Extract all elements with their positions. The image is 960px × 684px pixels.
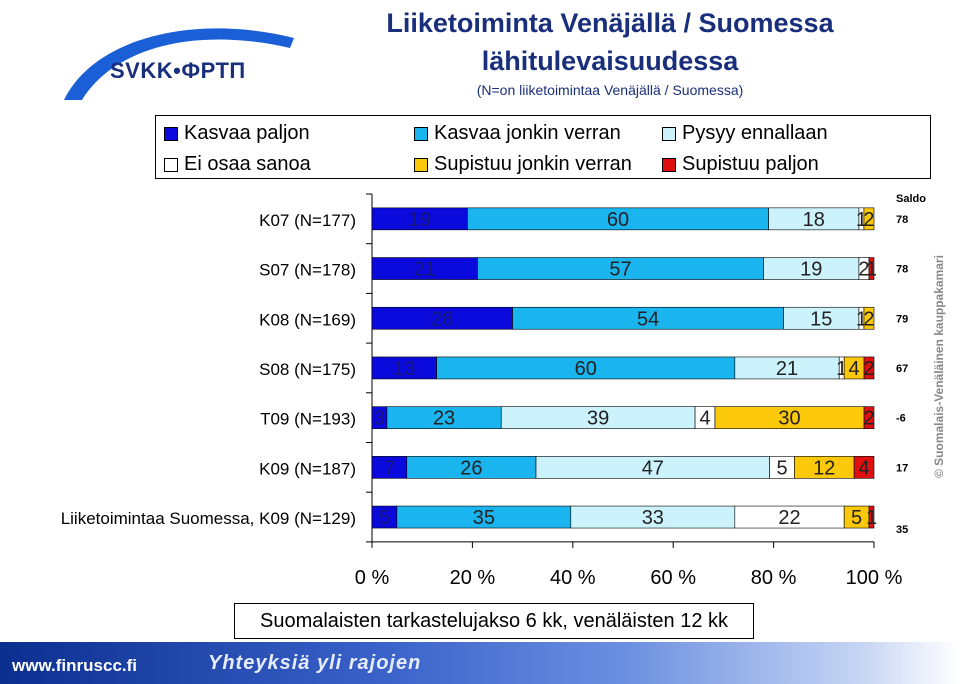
legend-label: Pysyy ennallaan [682, 122, 828, 144]
copyright-text: © Suomalais-Venäläinen kauppakamari [932, 255, 946, 478]
data-label-supistuu-jonkin-verran-1: 2 [863, 209, 874, 231]
data-label-supistuu-paljon-4: 2 [863, 358, 874, 380]
saldo-value-6: 17 [896, 462, 908, 474]
data-label-pysyy-ennallaan-5: 39 [587, 408, 609, 430]
chart-title-line2: lähitulevaisuudessa [481, 46, 739, 76]
data-label-supistuu-paljon-2: 1 [866, 259, 877, 281]
data-label-supistuu-jonkin-verran-6: 12 [813, 457, 835, 479]
logo-text: SVKK•ФРТП [110, 58, 246, 83]
saldo-value-1: 78 [896, 214, 908, 226]
data-label-supistuu-jonkin-verran-4: 4 [849, 358, 860, 380]
data-label-kasvaa-jonkin-verran-6: 26 [460, 457, 482, 479]
legend-label: Kasvaa paljon [184, 122, 310, 144]
bar-supistuu-paljon-4 [863, 356, 875, 380]
data-label-ei-osaa-sanoa-6: 5 [776, 457, 787, 479]
legend-swatch-kasvaa-jonkin-verran [414, 126, 428, 141]
bar-supistuu-paljon-5 [863, 406, 875, 429]
data-label-supistuu-paljon-7: 1 [866, 507, 877, 529]
chart-title-line1: Liiketoiminta Venäjällä / Suomessa [386, 8, 834, 38]
bar-supistuu-paljon-2 [868, 257, 875, 280]
bar-supistuu-jonkin-verran-1 [863, 207, 875, 231]
data-label-ei-osaa-sanoa-5: 4 [699, 408, 710, 430]
saldo-value-2: 78 [896, 264, 908, 276]
legend-item: Ei osaa sanoa [164, 153, 311, 176]
footer-slogan: Yhteyksiä yli rajojen [208, 652, 422, 674]
category-label-k09-n-187: K09 (N=187) [259, 459, 356, 478]
legend-swatch-supistuu-jonkin-verran [414, 157, 428, 172]
category-label-s08-n-175: S08 (N=175) [259, 360, 356, 379]
saldo-value-4: 67 [896, 363, 908, 375]
x-tick-label: 0 % [355, 567, 390, 589]
data-label-pysyy-ennallaan-6: 47 [642, 457, 664, 479]
legend-label: Supistuu paljon [682, 153, 819, 175]
saldo-header: Saldo [896, 193, 926, 205]
data-label-supistuu-paljon-6: 4 [858, 457, 869, 479]
data-label-kasvaa-jonkin-verran-7: 35 [473, 507, 495, 529]
category-label-k07-n-177: K07 (N=177) [259, 211, 356, 230]
bar-supistuu-paljon-6 [853, 456, 875, 479]
x-tick-label: 40 % [550, 567, 596, 589]
legend-swatch-kasvaa-paljon [164, 126, 178, 141]
data-label-supistuu-paljon-5: 2 [863, 408, 874, 430]
category-label-t09-n-193: T09 (N=193) [260, 410, 356, 429]
category-label-k08-n-169: K08 (N=169) [259, 310, 356, 329]
legend-label: Supistuu jonkin verran [434, 153, 632, 175]
bar-supistuu-paljon-7 [868, 505, 875, 529]
data-label-kasvaa-jonkin-verran-1: 60 [607, 209, 629, 231]
x-tick-label: 100 % [846, 567, 903, 589]
legend-item: Supistuu paljon [662, 153, 819, 176]
data-label-kasvaa-paljon-3: 28 [431, 308, 453, 330]
x-axis-title: Suomalaisten tarkastelujakso 6 kk, venäl… [234, 603, 754, 639]
data-label-pysyy-ennallaan-3: 15 [810, 308, 832, 330]
legend-swatch-ei-osaa-sanoa [164, 157, 178, 172]
data-label-kasvaa-paljon-5: 3 [374, 408, 385, 430]
x-tick-label: 80 % [751, 567, 797, 589]
data-label-kasvaa-jonkin-verran-5: 23 [433, 408, 455, 430]
saldo-value-7: 35 [896, 524, 908, 536]
x-tick-label: 20 % [450, 567, 496, 589]
legend-item: Kasvaa jonkin verran [414, 122, 621, 145]
legend: Kasvaa paljon Kasvaa jonkin verran Pysyy… [155, 115, 931, 179]
legend-swatch-supistuu-paljon [662, 157, 676, 172]
data-label-kasvaa-paljon-6: 7 [384, 457, 395, 479]
data-label-kasvaa-paljon-7: 5 [379, 507, 390, 529]
data-label-supistuu-jonkin-verran-5: 30 [778, 408, 800, 430]
data-label-ei-osaa-sanoa-3: 1 [856, 308, 867, 330]
data-label-supistuu-jonkin-verran-3: 2 [863, 308, 874, 330]
bar-supistuu-jonkin-verran-3 [863, 306, 875, 330]
x-tick-label: 60 % [650, 567, 696, 589]
category-label-s07-n-178: S07 (N=178) [259, 261, 356, 280]
footer-banner: www.finruscc.fi Yhteyksiä yli rajojen [0, 642, 960, 684]
legend-label: Kasvaa jonkin verran [434, 122, 621, 144]
data-label-kasvaa-jonkin-verran-4: 60 [575, 358, 597, 380]
footer-url-link[interactable]: www.finruscc.fi [12, 656, 138, 675]
data-label-pysyy-ennallaan-7: 33 [642, 507, 664, 529]
category-label-liiketoimintaa-suomessa-k09-n-129: Liiketoimintaa Suomessa, K09 (N=129) [61, 509, 356, 528]
svkk-logo [64, 28, 294, 100]
data-label-ei-osaa-sanoa-2: 2 [858, 259, 869, 281]
saldo-value-5: -6 [896, 413, 906, 425]
data-label-kasvaa-jonkin-verran-2: 57 [609, 259, 631, 281]
data-label-supistuu-jonkin-verran-7: 5 [851, 507, 862, 529]
chart-subtitle: (N=on liiketoimintaa Venäjällä / Suomess… [476, 82, 744, 98]
legend-item: Kasvaa paljon [164, 122, 310, 145]
legend-swatch-pysyy-ennallaan [662, 126, 676, 141]
legend-item: Pysyy ennallaan [662, 122, 828, 145]
saldo-value-3: 79 [896, 313, 908, 325]
data-label-ei-osaa-sanoa-7: 22 [778, 507, 800, 529]
legend-label: Ei osaa sanoa [184, 153, 311, 175]
data-label-pysyy-ennallaan-2: 19 [800, 259, 822, 281]
data-label-ei-osaa-sanoa-4: 1 [836, 358, 847, 380]
data-label-kasvaa-jonkin-verran-3: 54 [637, 308, 659, 330]
data-label-ei-osaa-sanoa-1: 1 [856, 209, 867, 231]
data-label-kasvaa-paljon-1: 19 [409, 209, 431, 231]
data-label-kasvaa-paljon-2: 21 [414, 259, 436, 281]
data-label-pysyy-ennallaan-4: 21 [776, 358, 798, 380]
data-label-kasvaa-paljon-4: 13 [393, 358, 415, 380]
legend-item: Supistuu jonkin verran [414, 153, 632, 176]
data-label-pysyy-ennallaan-1: 18 [803, 209, 825, 231]
